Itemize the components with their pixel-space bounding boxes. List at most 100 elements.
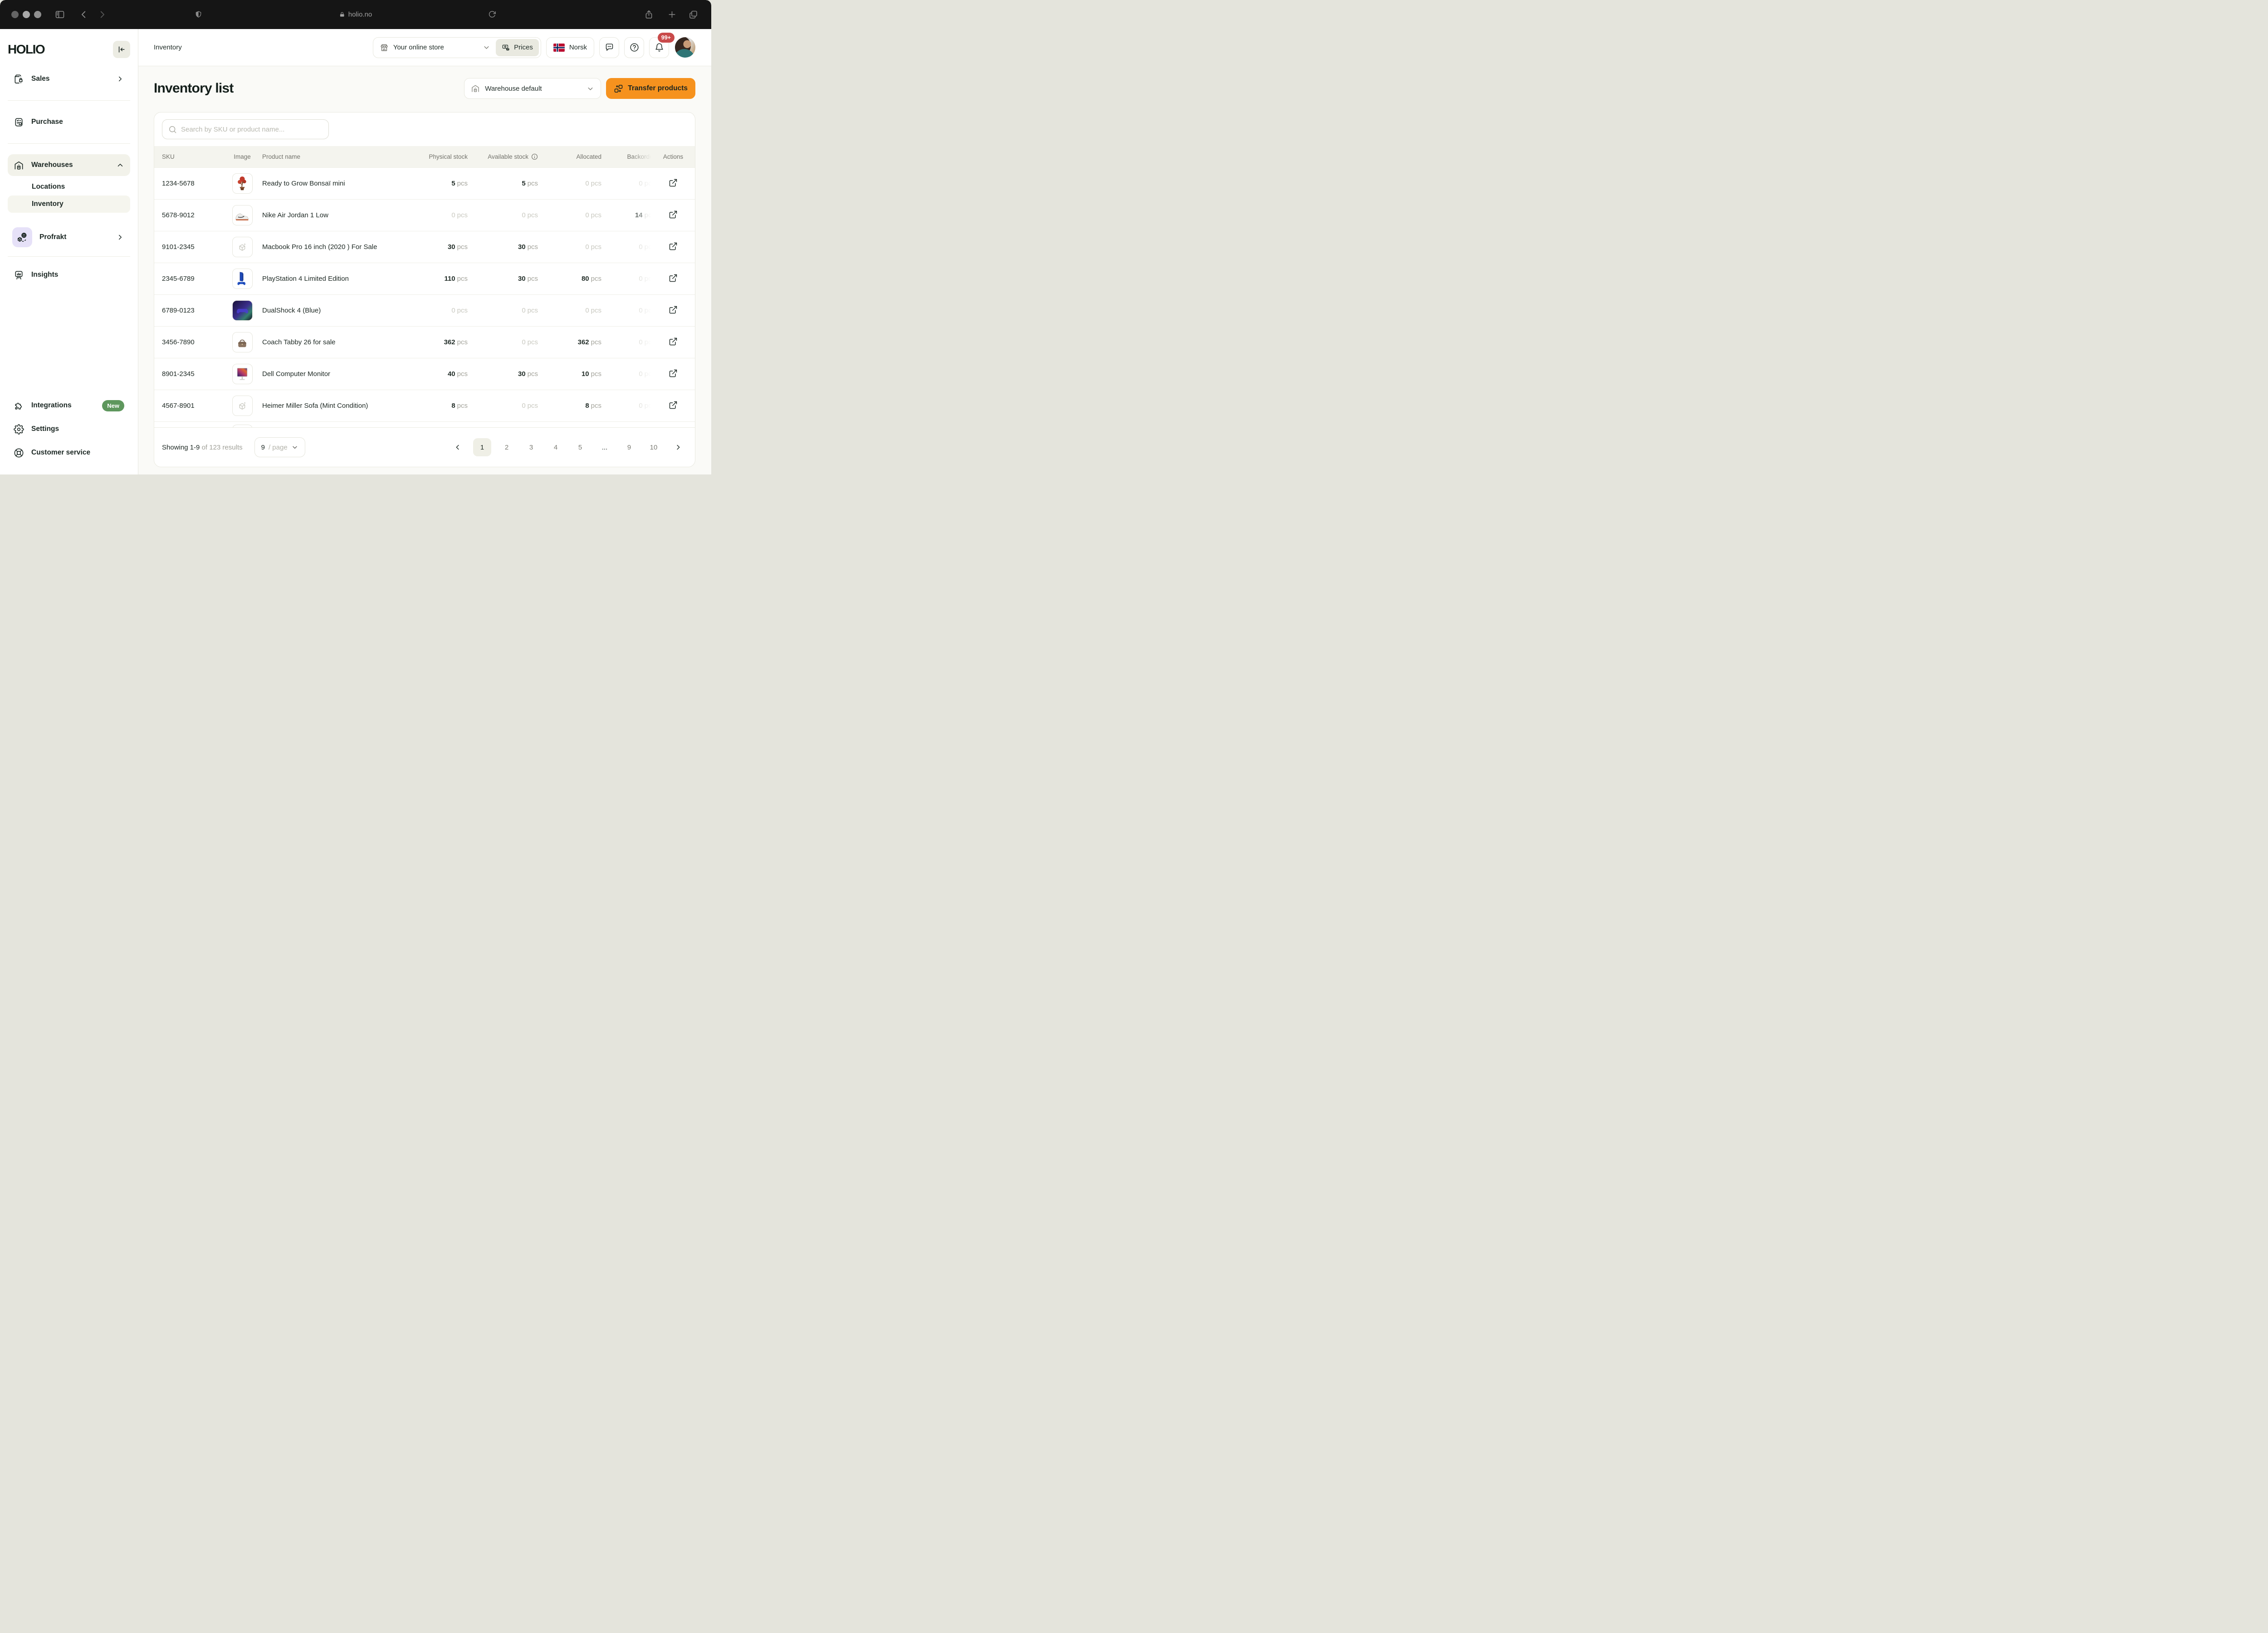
close-window-button[interactable] (11, 11, 19, 18)
divider (8, 100, 130, 101)
physical-stock-value: 40 pcs (447, 370, 468, 378)
sku-cell: 1234-5678 (162, 180, 195, 187)
warehouse-selector[interactable]: Warehouse default (464, 78, 601, 99)
address-bar[interactable]: holio.no (339, 11, 372, 19)
pagination-ellipsis[interactable]: ... (596, 438, 614, 456)
search-input[interactable] (181, 125, 323, 133)
tab-overview-icon[interactable] (689, 10, 698, 20)
zoom-window-button[interactable] (34, 11, 41, 18)
column-header-physical[interactable]: Physical stock (429, 153, 468, 160)
sidebar-item-inventory[interactable]: Inventory (8, 196, 130, 213)
row-action-button[interactable] (665, 303, 681, 318)
chevron-right-icon (119, 235, 122, 240)
sidebar-item-label: Integrations (31, 401, 72, 409)
results-total: of 123 results (201, 443, 243, 451)
pagination-next-button[interactable] (669, 438, 687, 456)
column-header-allocated[interactable]: Allocated (576, 153, 601, 160)
share-icon[interactable] (644, 10, 654, 20)
pagination-page-9[interactable]: 9 (620, 438, 638, 456)
row-action-button[interactable] (665, 176, 681, 191)
showing-range: Showing 1-9 (162, 443, 200, 451)
sidebar-item-profrakt[interactable]: Profrakt (8, 223, 130, 252)
pagination-page-1[interactable]: 1 (473, 438, 491, 456)
pagination-page-2[interactable]: 2 (498, 438, 516, 456)
pagination-page-5[interactable]: 5 (571, 438, 589, 456)
product-image (232, 205, 253, 225)
product-name-cell: Coach Tabby 26 for sale (262, 338, 336, 346)
pagination-page-3[interactable]: 3 (522, 438, 540, 456)
product-image (232, 237, 253, 257)
external-link-icon (669, 369, 678, 379)
new-badge: New (102, 400, 124, 411)
row-action-button[interactable] (665, 367, 681, 382)
store-selector[interactable]: Your online store (380, 43, 496, 52)
info-icon[interactable] (531, 153, 538, 160)
row-action-button[interactable] (665, 240, 681, 255)
column-header-name[interactable]: Product name (262, 153, 301, 160)
allocated-value: 8 pcs (585, 402, 601, 410)
chevron-up-icon (117, 164, 123, 166)
minimize-window-button[interactable] (23, 11, 30, 18)
language-label: Norsk (569, 44, 587, 51)
column-header-sku[interactable]: SKU (162, 153, 175, 160)
sidebar-item-sales[interactable]: Sales (8, 68, 130, 90)
pagination-prev-button[interactable] (449, 438, 467, 456)
pagination-page-4[interactable]: 4 (547, 438, 565, 456)
sidebar-item-label: Purchase (31, 118, 63, 126)
per-page-select[interactable]: 9 / page (254, 437, 305, 457)
product-image-cell (222, 237, 262, 257)
per-page-label: / page (268, 443, 288, 451)
table-row (154, 421, 695, 427)
product-name-cell: Macbook Pro 16 inch (2020 ) For Sale (262, 243, 377, 251)
avatar[interactable] (675, 37, 695, 58)
sidebar-item-insights[interactable]: Insights (8, 264, 130, 286)
sidebar-item-warehouses[interactable]: Warehouses (8, 154, 130, 176)
sidebar-item-customer-service[interactable]: Customer service (8, 443, 130, 463)
url-text: holio.no (348, 10, 372, 19)
actions-cell (631, 231, 695, 263)
available-stock-value: 0 pcs (522, 307, 538, 314)
chat-button[interactable] (599, 37, 619, 58)
norway-flag-icon (553, 43, 565, 52)
divider (8, 143, 130, 144)
sidebar-item-locations[interactable]: Locations (8, 178, 130, 196)
help-button[interactable] (624, 37, 644, 58)
external-link-icon (669, 274, 678, 284)
language-button[interactable]: Norsk (546, 37, 594, 58)
sidebar-item-purchase[interactable]: Purchase (8, 111, 130, 133)
row-action-button[interactable] (665, 271, 681, 287)
browser-back-icon[interactable] (79, 10, 89, 20)
row-action-button[interactable] (665, 208, 681, 223)
sidebar-collapse-button[interactable] (113, 41, 130, 58)
actions-cell (631, 327, 695, 358)
row-action-button[interactable] (665, 398, 681, 414)
table-row: 3456-7890 Coach Tabby 26 for sale 362 pcs 0 p… (154, 326, 695, 358)
chat-bubble-icon (606, 44, 613, 51)
reload-icon[interactable] (488, 10, 496, 19)
store-icon (381, 44, 388, 51)
product-image-cell (222, 364, 262, 384)
transfer-products-button[interactable]: Transfer products (606, 78, 695, 99)
lifebuoy-icon (14, 448, 24, 457)
table-row: 1234-5678 Ready to Grow Bonsaï mini 5 pcs 5 p… (154, 167, 695, 199)
browser-forward-icon[interactable] (97, 10, 107, 20)
pagination-page-10[interactable]: 10 (645, 438, 663, 456)
prices-button[interactable]: Prices (496, 39, 539, 56)
product-name-cell: Heimer Miller Sofa (Mint Condition) (262, 402, 368, 410)
external-link-icon (669, 401, 678, 411)
new-tab-icon[interactable] (668, 10, 676, 19)
lock-icon (340, 12, 344, 17)
pagination: 1 2 3 4 5... 9 10 (449, 438, 687, 456)
sidebar-item-label: Profrakt (39, 233, 67, 241)
actions-cell (631, 422, 695, 427)
allocated-value: 362 pcs (577, 338, 601, 346)
privacy-shield-icon (194, 10, 203, 19)
column-header-available[interactable]: Available stock (468, 153, 538, 160)
sidebar-item-label: Insights (31, 271, 59, 279)
sidebar-item-settings[interactable]: Settings (8, 419, 130, 439)
external-link-icon (669, 242, 678, 252)
row-action-button[interactable] (665, 335, 681, 350)
sidebar-item-integrations[interactable]: Integrations New (8, 396, 130, 416)
browser-sidebar-toggle-icon[interactable] (54, 9, 65, 20)
sku-cell: 2345-6789 (162, 275, 195, 283)
